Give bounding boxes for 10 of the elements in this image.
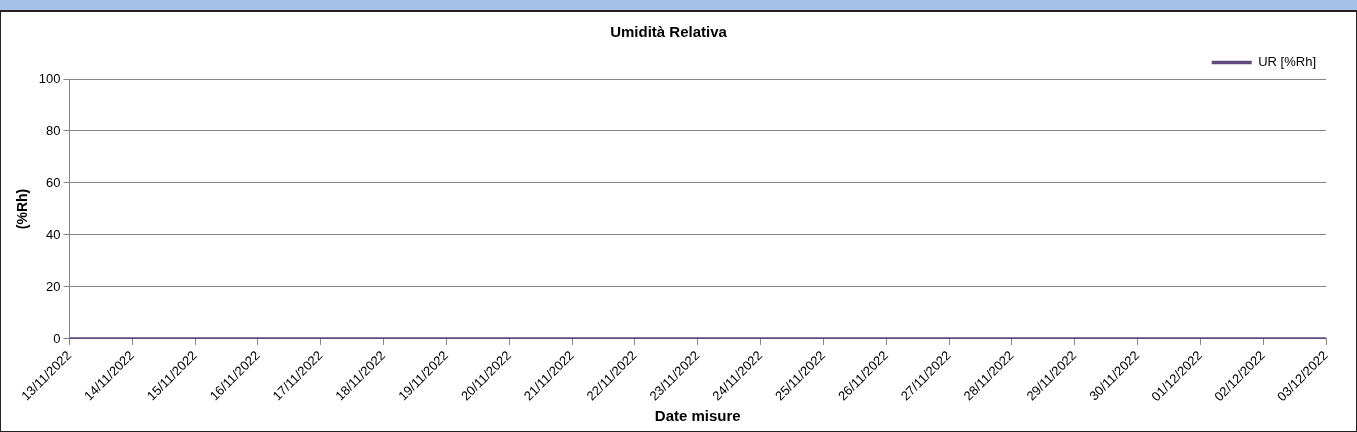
- y-tick-label: 100: [38, 70, 61, 86]
- x-axis-title: Date misure: [654, 407, 741, 425]
- y-tick-label: 0: [53, 330, 61, 346]
- chart-title: Umidità Relativa: [610, 23, 728, 41]
- y-tick-label: 80: [46, 122, 61, 138]
- y-tick-label: 60: [46, 174, 61, 190]
- y-tick-label: 20: [46, 278, 61, 294]
- y-tick-label: 40: [46, 226, 61, 242]
- legend-label: UR [%Rh]: [1258, 54, 1317, 70]
- y-axis-title: (%Rh): [14, 188, 31, 230]
